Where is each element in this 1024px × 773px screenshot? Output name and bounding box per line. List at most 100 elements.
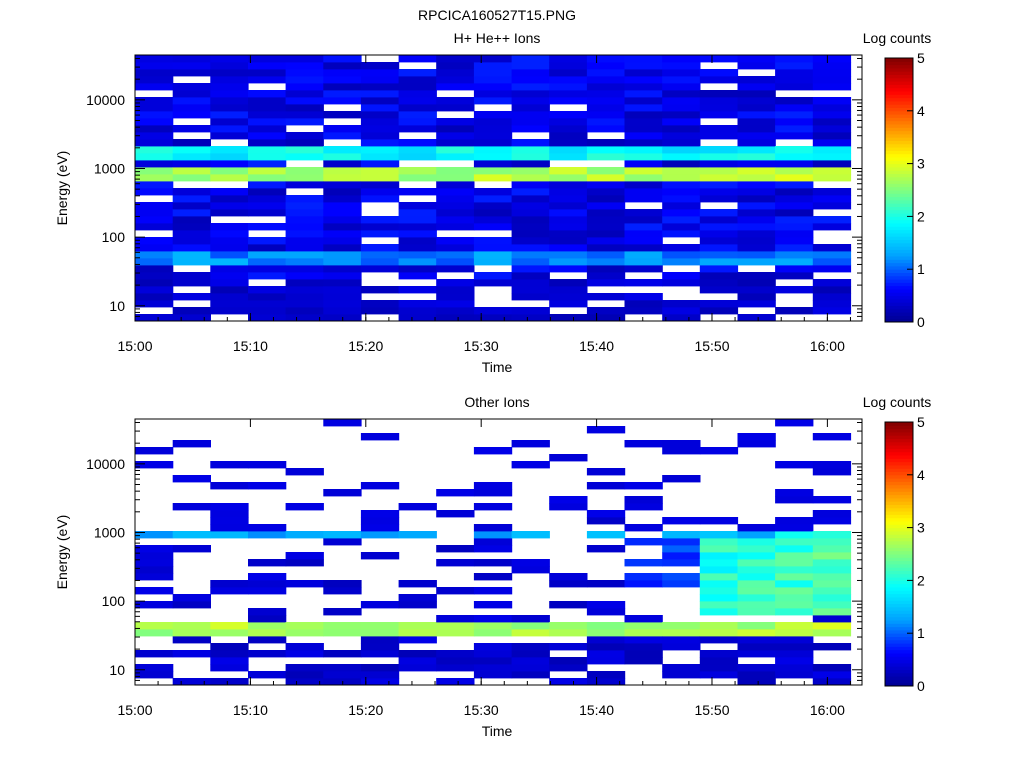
spectrogram-cell [360,601,400,609]
spectrogram-cell [398,118,437,126]
spectrogram-cell [737,314,776,322]
spectrogram-cell [624,482,663,490]
panel-title: Other Ions [464,394,529,410]
spectrogram-cell [737,293,776,301]
spectrogram-cell [586,643,626,651]
spectrogram-cell [775,272,814,280]
spectrogram-cell [248,139,287,147]
colorbar-segment [885,81,913,85]
spectrogram-cell [398,314,437,322]
spectrogram-cell [398,503,437,511]
spectrogram-cell [210,167,249,175]
spectrogram-cell [511,671,550,679]
spectrogram-cell [699,650,739,658]
spectrogram-cell [210,657,249,665]
y-axis-label: Energy (eV) [54,515,70,590]
spectrogram-cell [737,230,776,238]
spectrogram-cell [210,251,249,259]
spectrogram-cell [549,573,588,581]
spectrogram-cell [323,209,362,217]
spectrogram-cell [624,118,663,126]
spectrogram-cell [775,643,814,651]
spectrogram-cell [285,559,324,567]
spectrogram-cell [624,97,663,105]
spectrogram-cell [549,69,588,77]
spectrogram-cell [549,230,588,238]
spectrogram-cell [775,188,814,196]
spectrogram-cell [586,146,626,154]
spectrogram-cell [360,622,400,630]
colorbar-segment [885,216,913,221]
spectrogram-cell [285,650,324,658]
spectrogram-cell [248,104,287,112]
spectrogram-cell [360,195,400,203]
spectrogram-cell [511,69,550,77]
spectrogram-cell [812,244,852,252]
spectrogram-cell [285,251,324,259]
colorbar-segment [885,478,913,482]
spectrogram-cell [812,69,852,77]
spectrogram-cell [360,552,400,560]
spectrogram-cell [662,622,701,630]
colorbar-segment [885,491,913,496]
panel-title: H+ He++ Ions [454,30,541,46]
spectrogram-cell [586,650,626,658]
colorbar-segment [885,653,913,657]
colorbar-segment [885,425,913,430]
spectrogram-cell [210,244,249,252]
spectrogram-cell [360,230,400,238]
spectrogram-cell [812,97,852,105]
spectrogram-cell [812,461,852,469]
spectrogram-cell [699,223,739,231]
spectrogram-cell [172,678,211,686]
spectrogram-cell [511,83,550,91]
colorbar-segment [885,153,913,158]
colorbar-segment [885,209,913,214]
spectrogram-cell [812,153,852,161]
spectrogram-cell [812,594,852,602]
spectrogram-cell [812,622,852,630]
spectrogram-cell [473,139,513,147]
spectrogram-cell [549,601,588,609]
spectrogram-cell [172,223,211,231]
spectrogram-cell [511,244,550,252]
spectrogram-cell [285,216,324,224]
spectrogram-cell [248,587,287,595]
colorbar-segment [885,639,913,644]
spectrogram-cell [248,286,287,294]
spectrogram-cell [360,629,400,637]
spectrogram-cell [812,545,852,553]
colorbar-segment [885,679,913,684]
spectrogram-cell [360,286,400,294]
colorbar-segment [885,64,913,69]
spectrogram-cell [172,62,211,70]
colorbar-segment [885,563,913,568]
spectrogram-cell [624,146,663,154]
spectrogram-cell [135,111,174,119]
spectrogram-cell [586,97,626,105]
y-tick-label: 10000 [86,456,125,472]
spectrogram-cell [586,83,626,91]
spectrogram-cell [775,146,814,154]
colorbar-segment [885,242,913,247]
spectrogram-cell [586,181,626,189]
spectrogram-cell [323,538,362,546]
spectrogram-cell [511,188,550,196]
colorbar-segment [885,196,913,201]
spectrogram-cell [775,244,814,252]
colorbar-segment [885,530,913,535]
spectrogram-cell [172,594,211,602]
spectrogram-cell [436,244,475,252]
colorbar-segment [885,567,913,571]
spectrogram-cell [511,111,550,119]
spectrogram-cell [135,69,174,77]
spectrogram-cell [737,279,776,287]
spectrogram-cell [586,545,626,553]
spectrogram-cell [662,125,701,133]
spectrogram-cell [737,300,776,308]
spectrogram-cell [775,258,814,266]
spectrogram-cell [699,531,739,539]
spectrogram-cell [135,559,174,567]
spectrogram-cell [473,643,513,651]
